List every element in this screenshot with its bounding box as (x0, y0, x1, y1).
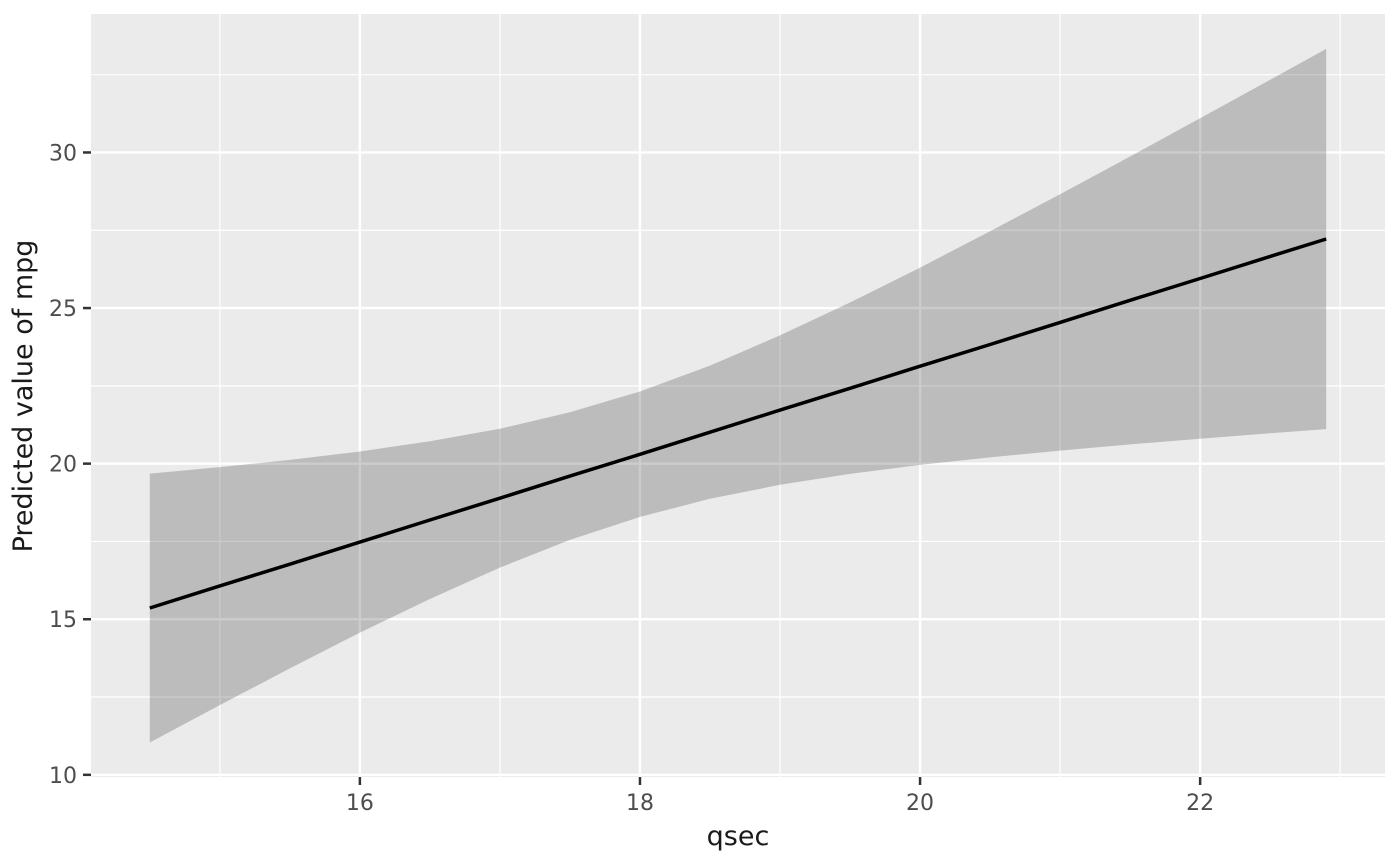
regression-line (149, 237, 1327, 610)
fit-line (149, 237, 1327, 610)
x-tick-label: 22 (1186, 791, 1214, 816)
x-axis-title: qsec (707, 821, 770, 852)
confidence-ribbon (149, 48, 1327, 743)
gridlines (91, 14, 1385, 777)
y-axis-title: Predicted value of mpg (8, 240, 39, 553)
axis-ticks (83, 151, 1202, 785)
panel-background (91, 14, 1385, 777)
confidence-interval-band (149, 48, 1327, 743)
plot-panel (91, 14, 1385, 777)
y-tick-label: 20 (49, 453, 77, 478)
x-tick-label: 20 (906, 791, 934, 816)
x-tick-label: 18 (626, 791, 654, 816)
y-tick-label: 15 (49, 608, 77, 633)
axis-tick-labels: 16 18 20 22 10 15 20 25 30 (49, 141, 1214, 816)
y-tick-label: 25 (49, 297, 77, 322)
y-tick-label: 30 (49, 141, 77, 166)
y-tick-label: 10 (49, 764, 77, 789)
x-tick-label: 16 (346, 791, 374, 816)
